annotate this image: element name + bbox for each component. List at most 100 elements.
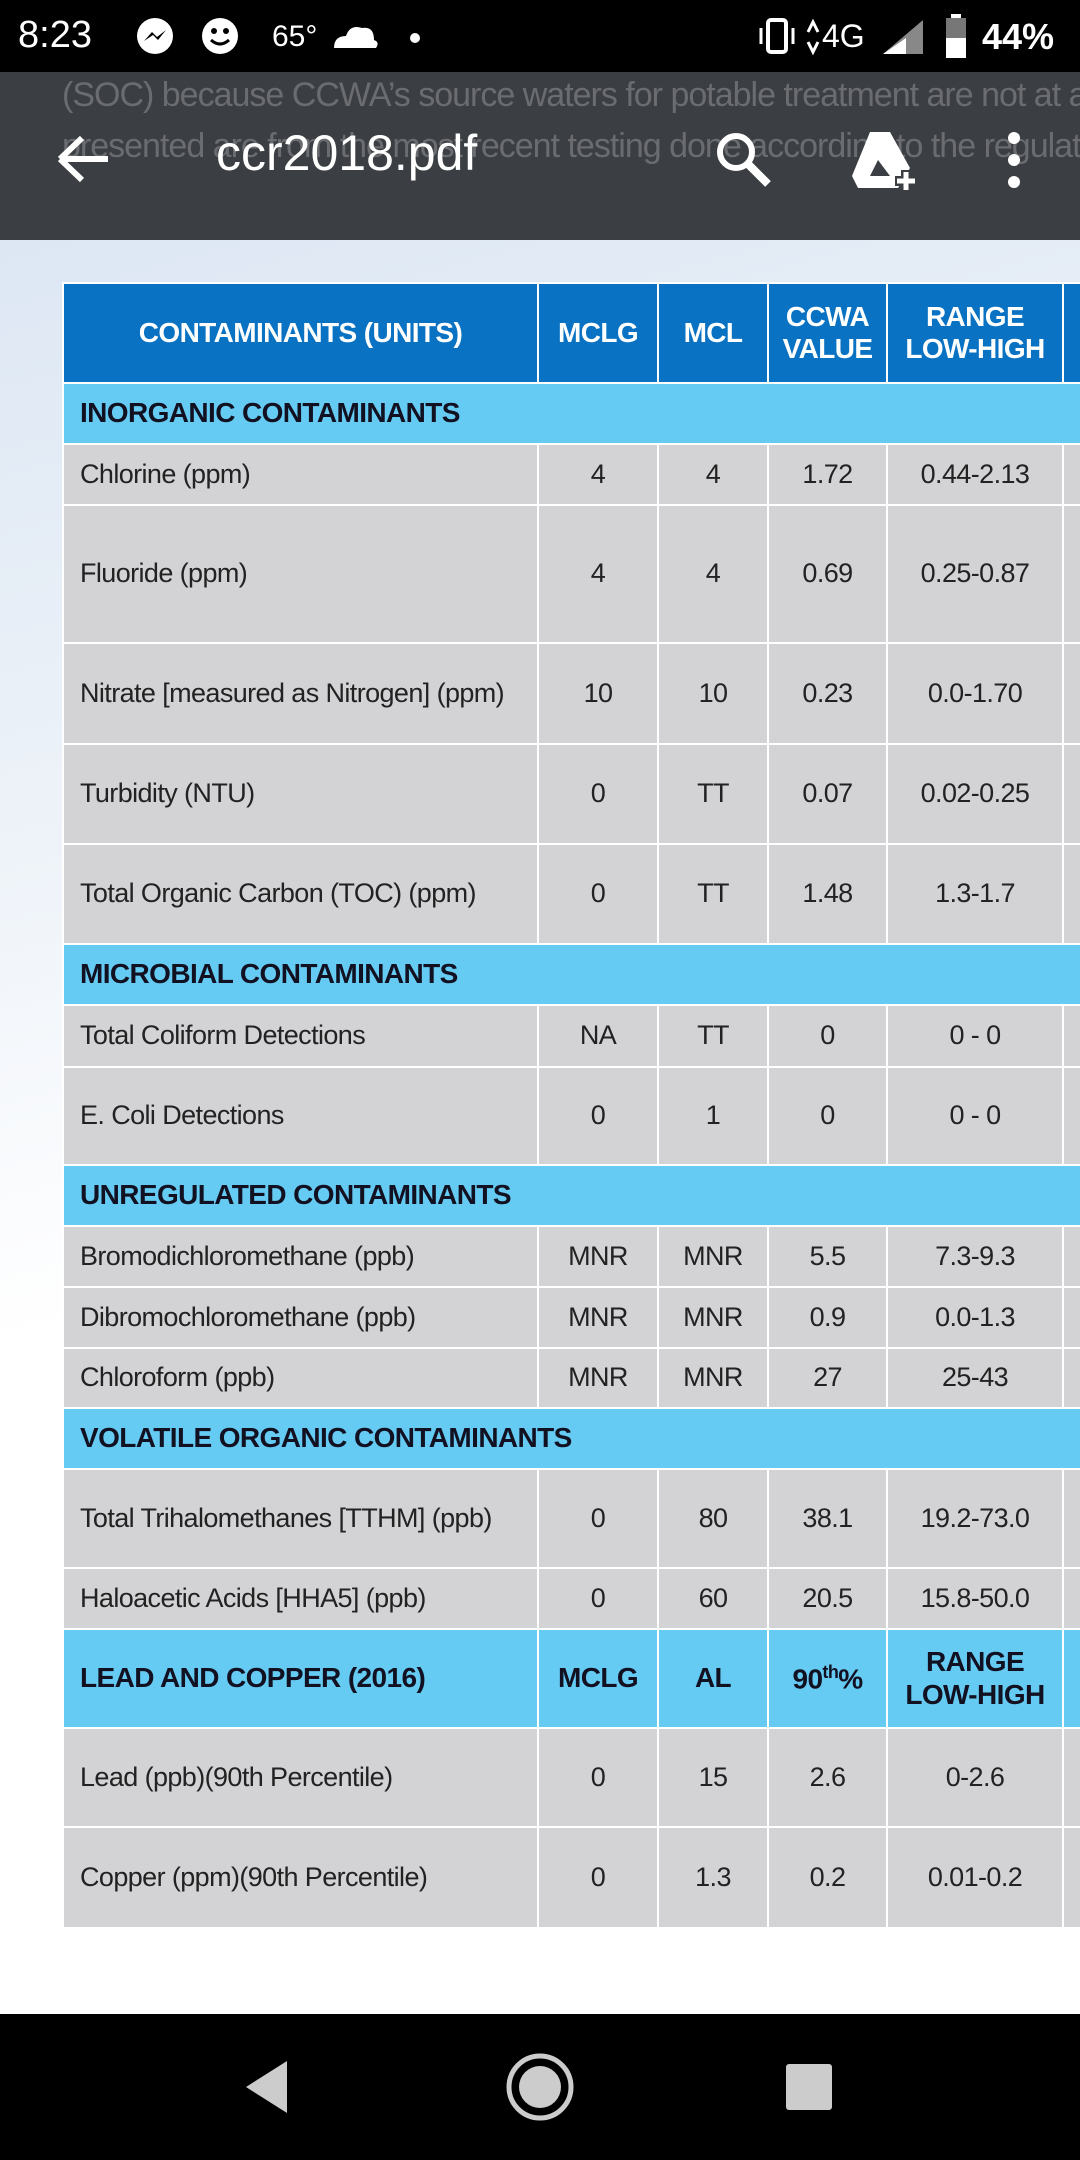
- data-cell: 0.9: [767, 1286, 888, 1349]
- data-row: Total Organic Carbon (TOC) (ppm) 0 TT 1.48 1…: [62, 843, 1080, 945]
- data-cell: 0.25-0.87: [886, 504, 1064, 644]
- contaminant-name: Chlorine (ppm): [62, 443, 539, 506]
- data-cell: 1.72: [767, 443, 888, 506]
- weather-icons: [334, 27, 420, 48]
- data-cell: 0.01-0.2: [886, 1826, 1064, 1929]
- data-cell: [1062, 443, 1080, 506]
- data-cell: NA: [537, 1004, 659, 1068]
- header-cell: [1062, 282, 1080, 384]
- temperature: 65°: [272, 20, 318, 53]
- status-bar: 8:23 65° 4G 44%: [0, 0, 1080, 72]
- section-title: LEAD AND COPPER (2016): [62, 1628, 539, 1729]
- data-cell: 1: [657, 1066, 769, 1166]
- data-cell: 2.6: [767, 1727, 888, 1828]
- section-row: LEAD AND COPPER (2016) MCLG AL 90th% RANGE L…: [62, 1628, 1080, 1729]
- section-title: VOLATILE ORGANIC CONTAMINANTS: [62, 1407, 1080, 1470]
- data-cell: 10: [537, 642, 659, 745]
- data-cell: 0: [767, 1066, 888, 1166]
- search-button[interactable]: [714, 130, 774, 190]
- data-row: Lead (ppb)(90th Percentile) 0 15 2.6 0-2.6: [62, 1727, 1080, 1828]
- data-row: Fluoride (ppm) 4 4 0.69 0.25-0.87: [62, 504, 1080, 644]
- contaminant-name: Lead (ppb)(90th Percentile): [62, 1727, 539, 1828]
- section-column: RANGE LOW-HIGH: [886, 1628, 1064, 1729]
- contaminant-name: Total Coliform Detections: [62, 1004, 539, 1068]
- nav-buttons: [246, 2053, 832, 2121]
- section-column: 90th%: [767, 1628, 888, 1729]
- data-cell: 4: [537, 443, 659, 506]
- data-cell: 0.44-2.13: [886, 443, 1064, 506]
- data-cell: 1.3-1.7: [886, 843, 1064, 945]
- background-text: presented are from the most recent testi…: [62, 127, 1080, 165]
- contaminant-name: Dibromochloromethane (ppb): [62, 1286, 539, 1349]
- data-cell: 60: [657, 1567, 769, 1630]
- data-cell: 4: [657, 443, 769, 506]
- contaminant-name: Fluoride (ppm): [62, 504, 539, 644]
- data-cell: 25-43: [886, 1347, 1064, 1409]
- section-title: MICROBIAL CONTAMINANTS: [62, 943, 1080, 1006]
- header-cell: CCWA VALUE: [767, 282, 888, 384]
- battery-level: 44%: [982, 16, 1055, 57]
- data-cell: 10: [657, 642, 769, 745]
- toolbar: (SOC) because CCWA’s source waters for p…: [0, 72, 1080, 240]
- data-cell: 0: [537, 1826, 659, 1929]
- data-row: Copper (ppm)(90th Percentile) 0 1.3 0.2 0.01…: [62, 1826, 1080, 1929]
- data-row: Total Coliform Detections NA TT 0 0 - 0: [62, 1004, 1080, 1068]
- document-title: ccr2018.pdf: [216, 125, 478, 181]
- data-cell: 0: [537, 1468, 659, 1569]
- header-row: CONTAMINANTS (UNITS) MCLG MCL CCWA VALUE RAN…: [62, 282, 1080, 384]
- header-cell: MCL: [657, 282, 769, 384]
- data-cell: 0 - 0: [886, 1004, 1064, 1068]
- column-text: 90: [792, 1663, 823, 1695]
- data-cell: 0: [767, 1004, 888, 1068]
- background-text: (SOC) because CCWA’s source waters for p…: [62, 76, 1080, 114]
- column-suffix: %: [838, 1663, 863, 1695]
- drive-button[interactable]: [852, 130, 922, 192]
- header-cell: CONTAMINANTS (UNITS): [62, 282, 539, 384]
- contaminant-name: Copper (ppm)(90th Percentile): [62, 1826, 539, 1929]
- data-cell: [1062, 642, 1080, 745]
- data-cell: [1062, 1225, 1080, 1288]
- data-cell: [1062, 1567, 1080, 1630]
- data-cell: [1062, 743, 1080, 845]
- more-button[interactable]: [1000, 130, 1028, 190]
- data-row: Bromodichloromethane (ppb) MNR MNR 5.5 7.3-9…: [62, 1225, 1080, 1288]
- table-container: CONTAMINANTS (UNITS) MCLG MCL CCWA VALUE RAN…: [62, 282, 1080, 1929]
- data-cell: 0.07: [767, 743, 888, 845]
- data-cell: 0.23: [767, 642, 888, 745]
- home-nav[interactable]: [506, 2053, 574, 2121]
- back-button[interactable]: [56, 134, 112, 184]
- section-row: INORGANIC CONTAMINANTS: [62, 382, 1080, 445]
- notification-icons: [137, 18, 238, 54]
- data-cell: 80: [657, 1468, 769, 1569]
- data-cell: 0: [537, 1727, 659, 1828]
- back-nav[interactable]: [246, 2061, 287, 2113]
- section-column: [1062, 1628, 1080, 1729]
- contaminant-name: Nitrate [measured as Nitrogen] (ppm): [62, 642, 539, 745]
- data-cell: [1062, 1826, 1080, 1929]
- clock: 8:23: [18, 14, 92, 56]
- contaminant-name: Haloacetic Acids [HHA5] (ppb): [62, 1567, 539, 1630]
- contaminant-name: Turbidity (NTU): [62, 743, 539, 845]
- data-cell: MNR: [537, 1347, 659, 1409]
- data-row: Turbidity (NTU) 0 TT 0.07 0.02-0.25: [62, 743, 1080, 845]
- data-cell: 15: [657, 1727, 769, 1828]
- recents-nav[interactable]: [786, 2064, 832, 2110]
- data-cell: 0.69: [767, 504, 888, 644]
- section-column: AL: [657, 1628, 769, 1729]
- column-superscript: th: [822, 1661, 839, 1682]
- data-cell: 15.8-50.0: [886, 1567, 1064, 1630]
- section-row: UNREGULATED CONTAMINANTS: [62, 1164, 1080, 1227]
- contaminant-name: Total Trihalomethanes [TTHM] (ppb): [62, 1468, 539, 1569]
- data-cell: 0.2: [767, 1826, 888, 1929]
- data-cell: 0-2.6: [886, 1727, 1064, 1828]
- contaminants-table: CONTAMINANTS (UNITS) MCLG MCL CCWA VALUE RAN…: [62, 282, 1080, 1929]
- data-cell: 0: [537, 1567, 659, 1630]
- data-cell: 0: [537, 1066, 659, 1166]
- system-icons: [759, 18, 923, 56]
- data-cell: [1062, 1004, 1080, 1068]
- data-cell: [1062, 1727, 1080, 1828]
- contaminant-name: Chloroform (ppb): [62, 1347, 539, 1409]
- data-cell: [1062, 1468, 1080, 1569]
- data-cell: 20.5: [767, 1567, 888, 1630]
